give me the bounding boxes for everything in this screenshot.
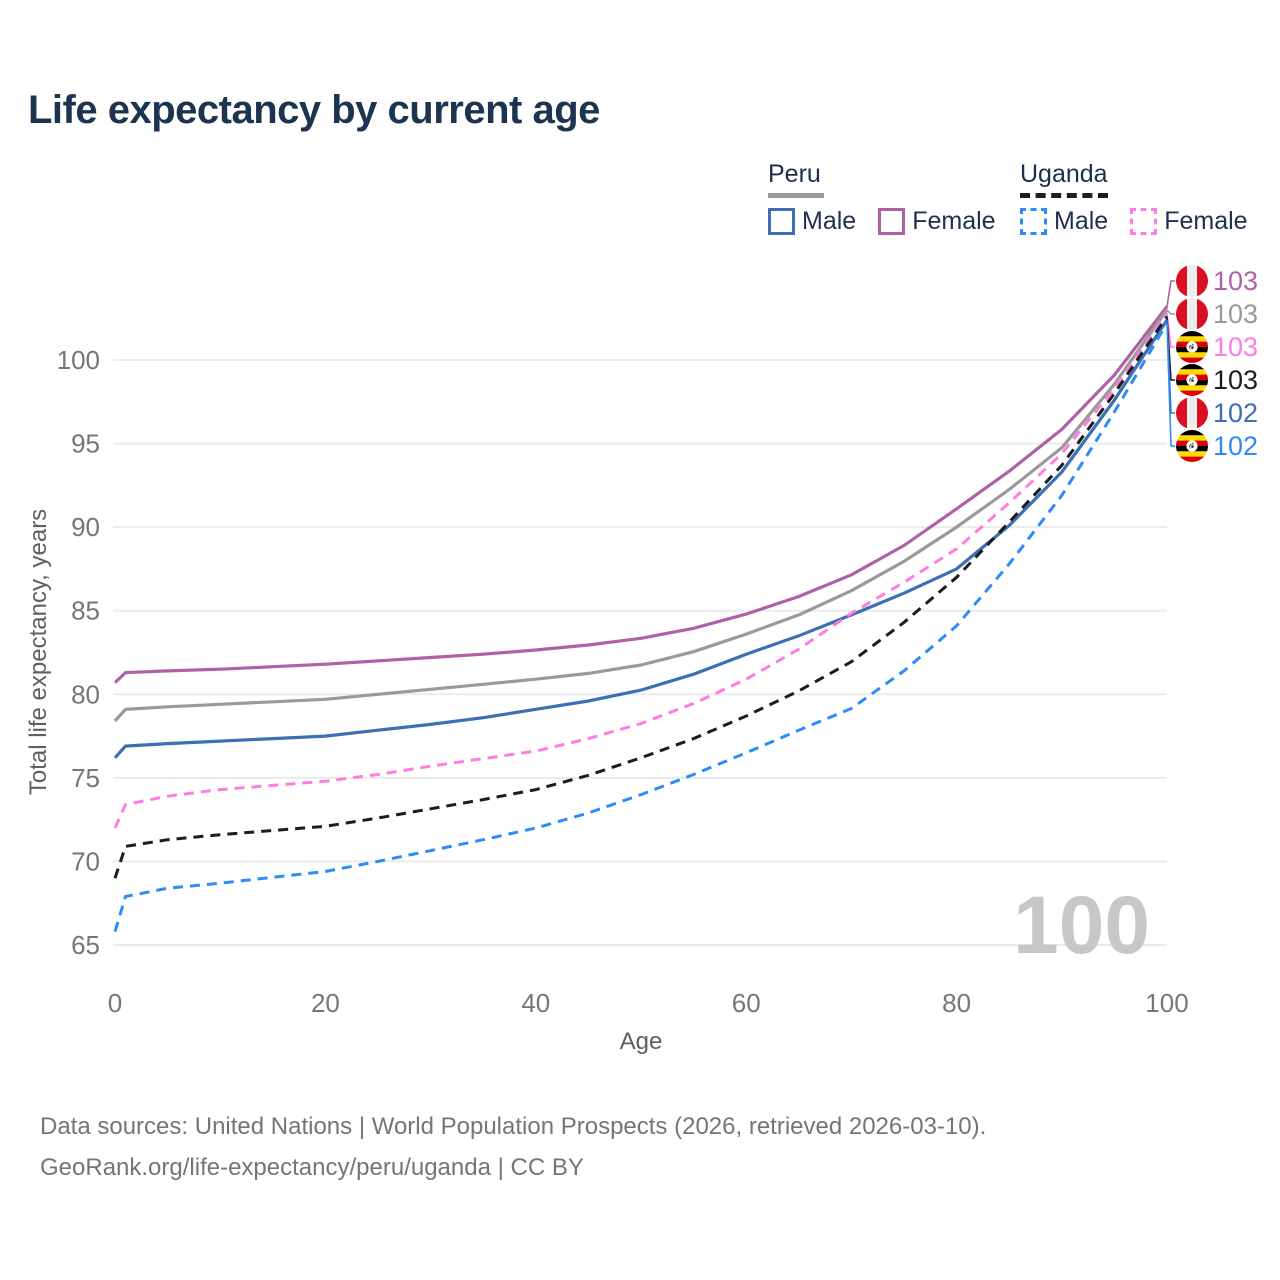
- x-tick-label: 80: [942, 988, 971, 1018]
- page-title: Life expectancy by current age: [28, 88, 600, 132]
- y-tick-label: 80: [71, 679, 100, 709]
- legend-label: Female: [912, 207, 996, 235]
- x-axis-title: Age: [620, 1028, 663, 1055]
- legend-underline-uganda-both-sexes: [1020, 193, 1108, 198]
- current-age-watermark: 100: [1013, 880, 1150, 971]
- end-value-peru-male: 102: [1213, 398, 1258, 428]
- end-value-uganda-both-sexes: 103: [1213, 365, 1258, 395]
- y-axis-tick-labels: 65 70 75 80 85 90 95 100: [57, 345, 100, 960]
- series-line-peru-male: [113, 319, 1169, 759]
- peru-flag-icon: [1176, 397, 1208, 429]
- peru-male-swatch-icon: [768, 208, 795, 235]
- series-line-uganda-male: [113, 322, 1169, 933]
- legend-title-uganda: Uganda: [1020, 160, 1108, 188]
- end-flags: [1176, 265, 1208, 462]
- legend-item-uganda-male[interactable]: Male: [1020, 207, 1108, 236]
- series-line-uganda-female: [113, 312, 1169, 829]
- peru-female-swatch-icon: [878, 208, 906, 235]
- y-tick-label: 95: [71, 429, 100, 459]
- leader-lines: [1166, 280, 1175, 447]
- series-lines: [113, 305, 1169, 933]
- legend-item-uganda-female[interactable]: Female: [1130, 207, 1248, 236]
- legend-group-peru: Peru Male Female: [768, 160, 996, 236]
- uganda-female-swatch-icon: [1130, 208, 1158, 235]
- y-tick-label: 90: [71, 512, 100, 542]
- end-value-uganda-male: 102: [1213, 431, 1258, 461]
- x-tick-label: 0: [108, 988, 122, 1018]
- leader-line-uganda-male: [1166, 323, 1175, 447]
- uganda-flag-icon: [1176, 331, 1208, 363]
- y-tick-label: 85: [71, 596, 100, 626]
- y-tick-label: 100: [57, 345, 100, 375]
- legend-title-peru: Peru: [768, 160, 821, 188]
- data-sources-line: Data sources: United Nations | World Pop…: [40, 1113, 987, 1140]
- series-line-peru-both-sexes: [113, 308, 1169, 723]
- y-axis-title: Total life expectancy, years: [25, 509, 52, 795]
- x-tick-label: 60: [732, 988, 761, 1018]
- legend-underline-peru-both-sexes: [768, 193, 824, 198]
- x-axis-tick-labels: 0 20 40 60 80 100: [108, 988, 1189, 1018]
- x-tick-label: 40: [521, 988, 550, 1018]
- legend-label: Female: [1164, 207, 1248, 235]
- uganda-male-swatch-icon: [1020, 208, 1047, 235]
- end-value-peru-female: 103: [1213, 266, 1258, 296]
- y-tick-label: 75: [71, 763, 100, 793]
- legend-group-uganda: Uganda Male Female: [1020, 160, 1248, 236]
- footer: Data sources: United Nations | World Pop…: [40, 1106, 986, 1188]
- series-line-uganda-both-sexes: [113, 315, 1169, 879]
- y-tick-label: 70: [71, 846, 100, 876]
- x-tick-label: 20: [311, 988, 340, 1018]
- series-line-peru-female: [113, 305, 1169, 684]
- uganda-flag-icon: [1176, 430, 1208, 462]
- legend-item-peru-female[interactable]: Female: [878, 207, 996, 236]
- end-value-peru-both-sexes: 103: [1213, 299, 1258, 329]
- leader-line-peru-both-sexes: [1166, 309, 1175, 315]
- x-tick-label: 100: [1145, 988, 1188, 1018]
- attribution-line: GeoRank.org/life-expectancy/peru/uganda …: [40, 1154, 584, 1181]
- peru-flag-icon: [1176, 265, 1208, 297]
- leader-line-peru-female: [1166, 280, 1175, 307]
- legend-label: Male: [802, 207, 857, 235]
- end-value-uganda-female: 103: [1213, 332, 1258, 362]
- legend-item-peru-male[interactable]: Male: [768, 207, 856, 236]
- peru-flag-icon: [1176, 298, 1208, 330]
- gridlines: [113, 359, 1167, 946]
- leader-line-uganda-female: [1166, 313, 1175, 348]
- uganda-flag-icon: [1176, 364, 1208, 396]
- y-tick-label: 65: [71, 930, 100, 960]
- legend-label: Male: [1054, 207, 1109, 235]
